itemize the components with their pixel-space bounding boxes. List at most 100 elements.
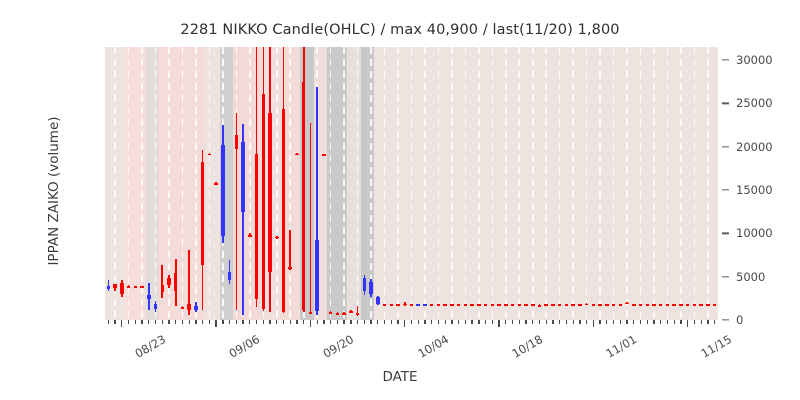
- x-tick-minor: [646, 320, 648, 324]
- gridline: [585, 47, 588, 320]
- candle-body: [335, 313, 340, 315]
- candle-body: [342, 313, 346, 315]
- x-tick-minor: [484, 320, 487, 324]
- candle-wick: [424, 303, 426, 305]
- x-tick-minor: [478, 320, 480, 324]
- gridline: [545, 47, 548, 320]
- gridline: [612, 47, 615, 320]
- x-tick-major: [498, 320, 500, 327]
- candle-body: [362, 278, 367, 292]
- candle-wick: [592, 303, 595, 305]
- x-tick-major: [687, 320, 689, 327]
- candle-wick: [531, 303, 534, 305]
- x-tick-minor: [707, 320, 709, 324]
- candle-wick: [511, 303, 514, 305]
- candle-body: [349, 311, 353, 313]
- x-tick-minor: [148, 320, 150, 324]
- candle-body: [477, 304, 481, 306]
- candle-wick: [249, 233, 251, 236]
- candle-body: [578, 304, 582, 306]
- candle-wick: [579, 303, 581, 305]
- y-tick-label: 30000: [736, 53, 773, 67]
- y-tick-label: 5000: [736, 269, 766, 284]
- x-tick-minor: [437, 320, 440, 324]
- candle-body: [389, 304, 394, 306]
- candle-body: [463, 304, 468, 306]
- candle-wick: [316, 86, 318, 315]
- candle-body: [517, 304, 522, 306]
- candle-wick: [666, 303, 669, 305]
- y-axis-ticks: 0 5000 10000 15000 20000 25000 30000: [722, 47, 800, 327]
- x-tick-minor: [249, 320, 251, 324]
- x-tick-minor: [565, 320, 568, 324]
- gridline: [370, 47, 372, 320]
- candle-wick: [552, 303, 554, 305]
- candle-body: [658, 304, 663, 306]
- x-tick-minor: [154, 320, 157, 324]
- session-band: [158, 47, 186, 320]
- y-tick-label: 10000: [736, 226, 773, 241]
- gridline: [491, 47, 494, 320]
- candle-wick: [505, 303, 507, 305]
- gridline: [505, 47, 507, 320]
- x-tick-minor: [175, 320, 177, 324]
- session-band: [125, 47, 146, 320]
- candle-body: [308, 312, 313, 314]
- candle-wick: [161, 265, 164, 299]
- gridline: [599, 47, 601, 320]
- candle-body: [315, 240, 319, 312]
- candle-body: [632, 304, 636, 306]
- x-tick-minor: [316, 320, 318, 324]
- gridline: [666, 47, 669, 320]
- candle-body: [679, 304, 683, 306]
- candle-wick: [228, 260, 231, 284]
- x-tick-minor: [134, 320, 136, 324]
- candle-body: [470, 304, 474, 306]
- candle-wick: [491, 303, 494, 305]
- x-tick-minor: [228, 320, 231, 324]
- candle-body: [160, 285, 164, 293]
- candle-wick: [693, 303, 696, 305]
- candle-wick: [208, 152, 211, 155]
- x-tick-minor: [464, 320, 467, 324]
- x-tick-minor: [330, 320, 332, 324]
- x-tick-minor: [255, 320, 258, 324]
- x-tick-minor: [356, 320, 359, 324]
- x-tick-minor: [693, 320, 696, 324]
- gridline: [518, 47, 521, 320]
- x-tick-minor: [289, 320, 291, 324]
- candle-body: [611, 304, 616, 306]
- candle-wick: [599, 303, 601, 305]
- candle-wick: [639, 303, 642, 305]
- candle-wick: [343, 312, 345, 314]
- candle-wick: [653, 303, 655, 305]
- x-tick-minor: [377, 320, 379, 324]
- candle-wick: [659, 303, 662, 305]
- x-tick-minor: [552, 320, 554, 324]
- x-tick-minor: [296, 320, 298, 324]
- candle-wick: [457, 303, 460, 305]
- x-tick-minor: [606, 320, 608, 324]
- candle-wick: [417, 303, 420, 305]
- candle-wick: [464, 303, 467, 305]
- x-tick-minor: [538, 320, 541, 324]
- candle-wick: [356, 306, 359, 316]
- gridline: [249, 47, 251, 320]
- candle-body: [234, 134, 239, 150]
- gridline: [437, 47, 440, 320]
- gridline: [558, 47, 561, 320]
- x-tick-minor: [282, 320, 285, 324]
- x-tick-minor: [431, 320, 433, 324]
- candle-wick: [289, 229, 292, 270]
- y-tick-mark: [722, 232, 729, 234]
- candle-wick: [545, 303, 548, 305]
- gridline: [639, 47, 642, 320]
- y-tick-mark: [722, 276, 729, 278]
- gridline: [693, 47, 696, 320]
- candle-wick: [585, 302, 588, 305]
- candle-wick: [686, 303, 689, 305]
- x-tick-minor: [410, 320, 413, 324]
- candle-body: [429, 304, 434, 306]
- candle-body: [214, 183, 218, 185]
- candle-wick: [565, 303, 568, 305]
